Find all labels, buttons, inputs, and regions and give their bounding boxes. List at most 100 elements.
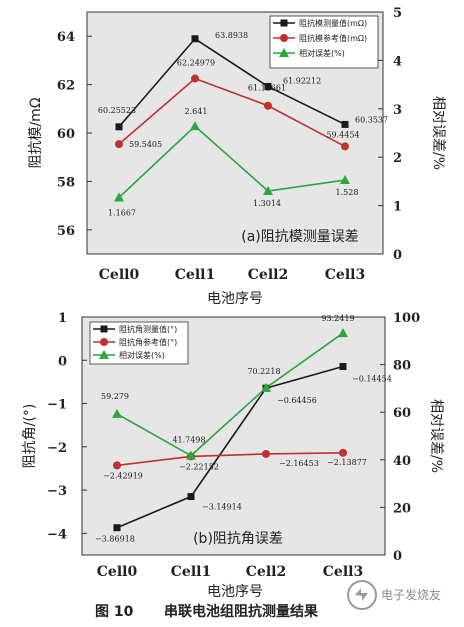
legend-2-marker <box>279 48 289 57</box>
chart-a-x-axis-label: 电池序号 <box>207 291 263 307</box>
legend-0-marker <box>100 325 108 333</box>
y-tick-label: 64 <box>57 30 75 45</box>
y2-tick-label: 4 <box>393 54 402 69</box>
y2-tick-label: 20 <box>393 501 411 516</box>
series-0-point <box>341 120 349 128</box>
legend-1-label: 阻抗模参考值(mΩ) <box>299 33 367 43</box>
legend-0-marker <box>280 19 288 27</box>
series-0-point <box>264 82 272 90</box>
y-tick-label: 1 <box>58 311 67 326</box>
series-1-point <box>341 142 349 151</box>
y-tick-label: 62 <box>57 79 75 94</box>
series-1-point <box>339 448 347 457</box>
series-0-data-label: −3.86918 <box>95 535 135 544</box>
series-0-point <box>113 524 121 532</box>
chart-a-y-axis-label: 阻抗模/mΩ <box>28 97 44 168</box>
series-1-data-label: −2.16453 <box>279 459 319 468</box>
chart-a: 56 58 60 62 64 0 1 2 3 4 5 Cell0 Cell1 Cell2 Cell3 60.… <box>28 6 446 307</box>
x-tick-label: Cell0 <box>97 564 138 580</box>
x-tick-label: Cell2 <box>246 564 286 580</box>
chart-b-y-axis-label: 阻抗角/(°) <box>22 404 38 469</box>
series-2-point <box>190 121 200 131</box>
y2-tick-label: 60 <box>393 406 411 421</box>
y-tick-label: 0 <box>58 354 67 369</box>
series-1-line <box>118 77 346 148</box>
watermark-ring-icon <box>347 580 377 610</box>
series-1-line <box>116 452 344 467</box>
series-0-point <box>115 123 123 131</box>
chart-a-series <box>114 35 350 202</box>
y2-tick-label: 5 <box>393 6 402 21</box>
x-tick-label: Cell3 <box>323 564 363 580</box>
series-1-point <box>264 101 272 110</box>
y-tick-label: 58 <box>57 175 75 190</box>
series-1-data-label: 59.4454 <box>326 130 359 139</box>
series-2-point <box>114 192 124 202</box>
series-2-data-label: 41.7498 <box>172 436 205 445</box>
chart-a-legend: 阻抗模测量值(mΩ) 阻抗模参考值(mΩ) 相对误差(%) <box>269 15 379 69</box>
watermark-logo: 电子发烧友 <box>347 580 441 610</box>
y-tick-label: 60 <box>57 127 75 142</box>
y2-tick-label: 40 <box>393 454 411 469</box>
y-tick-label: −2 <box>47 441 67 456</box>
x-tick-label: Cell0 <box>99 267 140 283</box>
series-1-data-label: −2.22152 <box>179 462 219 471</box>
series-2-line <box>116 332 344 457</box>
watermark-text: 电子发烧友 <box>381 587 441 602</box>
figure-caption: 图 10 串联电池组阻抗测量结果 <box>95 603 319 620</box>
legend-1-marker <box>280 34 288 42</box>
series-1-data-label: 59.5405 <box>129 140 162 149</box>
x-tick-label: Cell1 <box>171 564 211 580</box>
series-1-point <box>191 74 199 83</box>
legend-0-label: 阻抗模测量值(mΩ) <box>299 18 367 28</box>
legend-1-marker <box>100 338 108 346</box>
legend-0-label: 阻抗角测量值(°) <box>119 324 177 334</box>
chart-a-data-labels: 60.25523 63.8938 61.92212 60.3537 59.5405 62.… <box>98 31 388 218</box>
legend-2-marker <box>99 350 109 359</box>
series-2-point <box>261 382 271 392</box>
series-1-data-label: −2.42919 <box>103 471 143 480</box>
chart-b-y2-axis-label: 相对误差/% <box>428 399 444 473</box>
y2-tick-label: 80 <box>393 359 411 374</box>
series-0-line <box>116 365 344 529</box>
series-1-point <box>113 461 121 470</box>
series-2-line <box>118 125 346 199</box>
series-2-data-label: 59.279 <box>101 392 129 401</box>
series-0-data-label: 63.8938 <box>215 31 248 40</box>
series-2-data-label: 70.2218 <box>247 367 280 376</box>
series-1-point <box>262 449 270 458</box>
chart-b-legend: 阻抗角测量值(°) 阻抗角参考值(°) 相对误差(%) <box>89 321 189 365</box>
y-tick-label: −3 <box>47 484 67 499</box>
series-0-point <box>187 493 195 501</box>
y2-tick-label: 1 <box>393 200 402 215</box>
y-tick-label: −4 <box>47 527 67 542</box>
series-2-point <box>263 186 273 196</box>
chart-b-panel-label: (b)阻抗角误差 <box>193 531 283 547</box>
y-tick-label: 56 <box>57 224 75 239</box>
series-0-data-label: 60.3537 <box>355 115 388 124</box>
series-0-point <box>191 35 199 43</box>
series-2-point <box>186 450 196 460</box>
y2-tick-label: 2 <box>393 151 402 166</box>
series-2-data-label: 2.641 <box>185 107 208 116</box>
series-2-point <box>340 175 350 185</box>
series-2-data-label: 1.1667 <box>108 209 136 218</box>
series-0-line <box>118 37 346 128</box>
chart-b-x-axis-label: 电池序号 <box>207 584 263 600</box>
x-tick-label: Cell1 <box>175 267 215 283</box>
series-1-data-label: −2.13877 <box>327 458 367 467</box>
caption-number: 图 10 <box>95 604 134 620</box>
chart-b-series <box>112 328 348 532</box>
x-tick-label: Cell2 <box>248 267 288 283</box>
series-0-data-label: −0.14454 <box>352 375 392 384</box>
series-0-data-label: −3.14914 <box>202 503 242 512</box>
series-1-data-label: 61.12661 <box>248 84 286 93</box>
series-2-point <box>338 328 348 338</box>
series-1-point <box>115 140 123 149</box>
x-tick-label: Cell3 <box>325 267 365 283</box>
series-2-data-label: 1.528 <box>336 188 359 197</box>
series-0-data-label: −0.64456 <box>277 396 317 405</box>
